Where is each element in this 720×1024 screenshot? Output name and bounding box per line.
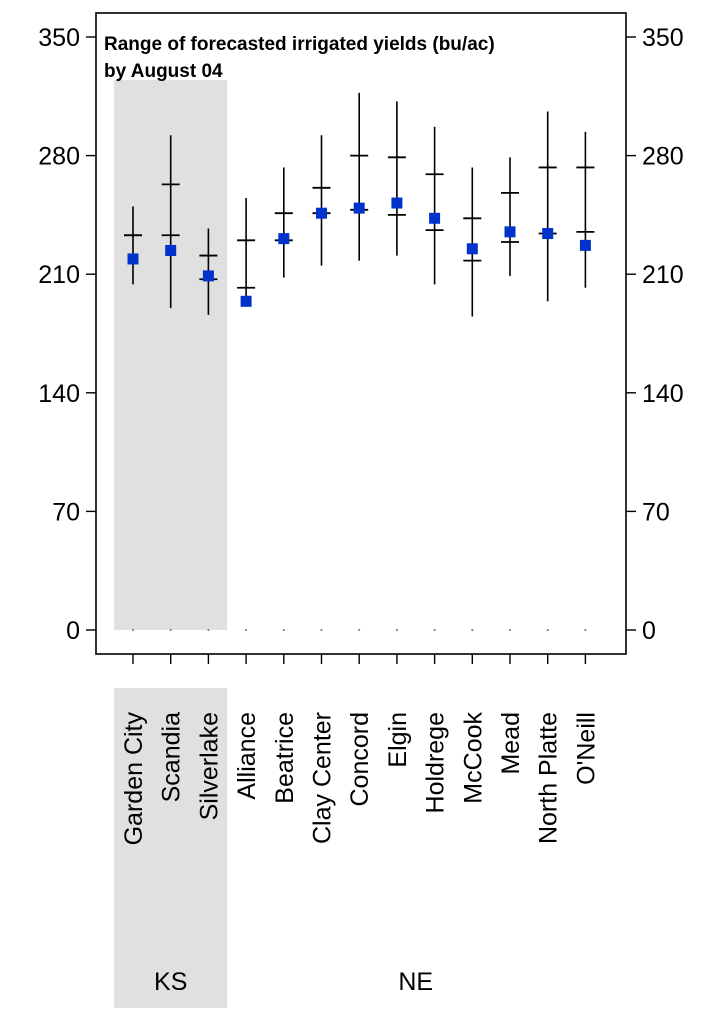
category-label: Holdrege <box>422 712 450 813</box>
forecast-point <box>240 295 252 307</box>
group-label-ne: NE <box>398 968 433 996</box>
y-tick-label-left: 0 <box>66 617 80 645</box>
forecast-point <box>391 197 403 209</box>
x-axis <box>132 654 587 664</box>
y-tick-label-right: 210 <box>642 261 684 289</box>
forecast-points <box>127 197 591 307</box>
ks-shade-labels <box>114 688 228 1008</box>
y-tick-label-left: 210 <box>38 261 80 289</box>
y-tick-label-right: 280 <box>642 143 684 171</box>
chart-title-line-1: Range of forecasted irrigated yields (bu… <box>104 34 495 55</box>
zero-baseline-dots <box>131 628 587 632</box>
forecast-point <box>429 212 441 224</box>
category-label: Concord <box>346 712 374 807</box>
zero-dot <box>471 628 474 632</box>
zero-dot <box>395 628 398 632</box>
y-tick-label-left: 70 <box>52 498 80 526</box>
zero-dot <box>584 628 587 632</box>
category-label: Silverlake <box>195 712 223 820</box>
y-tick-label-right: 140 <box>642 380 684 408</box>
category-label: Garden City <box>120 712 148 846</box>
category-labels: Garden City Scandia Silverlake Alliance Beat… <box>120 712 600 846</box>
right-y-axis: 0 70 140 210 280 350 <box>626 24 684 645</box>
forecast-point <box>353 202 365 214</box>
zero-dot <box>245 628 248 632</box>
zero-dot <box>433 628 436 632</box>
category-label: O'Neill <box>572 712 600 785</box>
zero-dot <box>131 628 135 632</box>
forecast-point <box>579 239 591 251</box>
forecast-point <box>504 226 516 238</box>
forecast-point <box>278 233 290 245</box>
category-label: McCook <box>459 712 487 804</box>
zero-dot <box>546 628 549 632</box>
group-label-ks: KS <box>154 968 187 996</box>
category-label: Clay Center <box>309 712 337 844</box>
y-tick-label-right: 350 <box>642 24 684 52</box>
zero-dot <box>282 628 285 632</box>
category-label: North Platte <box>535 712 563 844</box>
category-label: Mead <box>497 712 525 775</box>
plot-frame <box>95 12 627 655</box>
category-label: Beatrice <box>271 712 299 804</box>
forecast-point <box>127 253 139 265</box>
y-tick-label-right: 0 <box>642 617 656 645</box>
chart-title-line-2: by August 04 <box>104 61 223 82</box>
left-y-axis: 0 70 140 210 280 350 <box>38 24 96 645</box>
zero-dot <box>320 628 323 632</box>
forecast-point <box>165 244 177 256</box>
y-tick-label-left: 350 <box>38 24 80 52</box>
category-label: Scandia <box>158 712 186 802</box>
zero-dot <box>508 628 512 632</box>
zero-dot <box>358 628 361 632</box>
zero-dot <box>207 628 210 632</box>
zero-dot <box>169 628 172 632</box>
y-tick-label-left: 140 <box>38 380 80 408</box>
group-labels: KS NE <box>154 968 433 996</box>
forecast-point <box>542 228 554 240</box>
category-label: Elgin <box>384 712 412 768</box>
forecast-point <box>466 243 478 255</box>
y-tick-label-right: 70 <box>642 498 670 526</box>
category-label: Alliance <box>233 712 261 800</box>
y-tick-label-left: 280 <box>38 143 80 171</box>
forecast-point <box>316 207 327 219</box>
forecast-point <box>202 270 214 282</box>
